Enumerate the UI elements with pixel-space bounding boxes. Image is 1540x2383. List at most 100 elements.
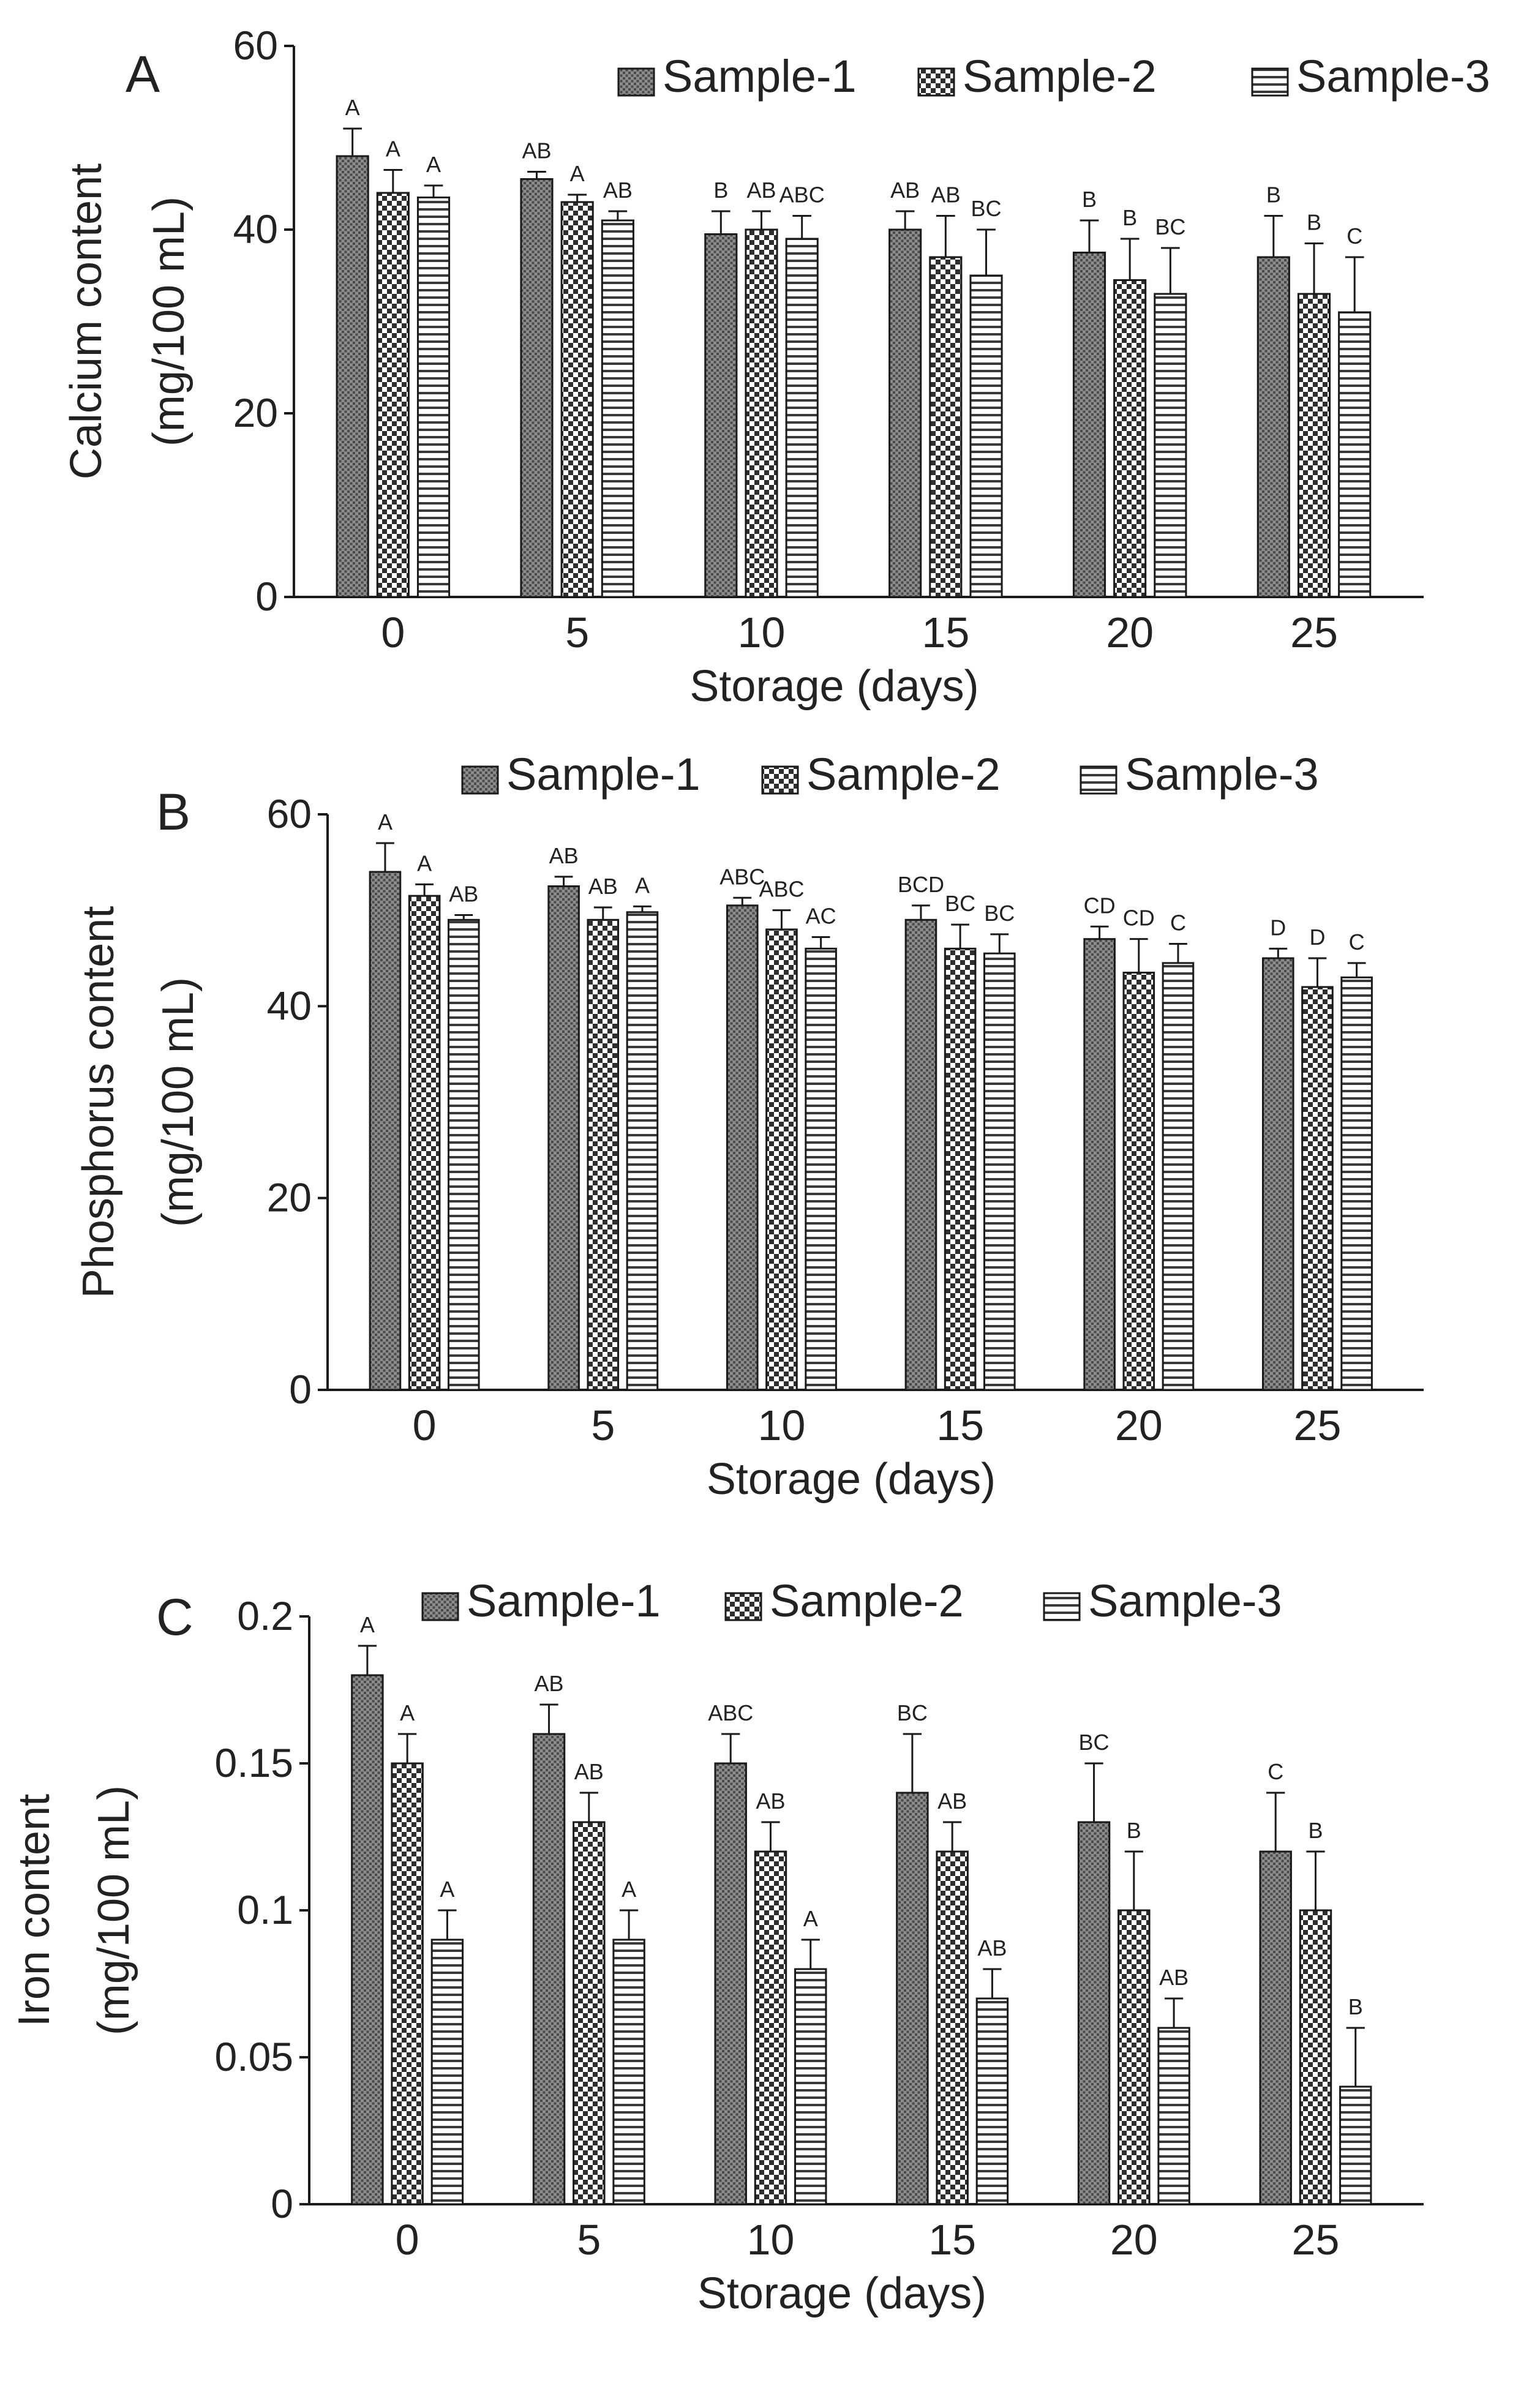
significance-label: AB [746, 178, 776, 203]
significance-label: C [1349, 929, 1365, 955]
significance-label: B [1307, 210, 1321, 235]
y-tick-label: 60 [267, 791, 312, 836]
significance-label: AB [588, 874, 618, 899]
bar-sample-3-day-20 [1162, 962, 1195, 1391]
bar-sample-3-day-10 [794, 1968, 827, 2205]
x-tick-label: 25 [1292, 2216, 1340, 2264]
bar-sample-2-day-25 [1299, 1909, 1332, 2205]
bar-sample-3-day-10 [785, 238, 819, 598]
bar-sample-2-day-10 [754, 1850, 787, 2205]
bar-sample-3-day-25 [1339, 2085, 1372, 2205]
significance-label: AB [603, 178, 633, 203]
significance-label: ABC [708, 1700, 753, 1725]
bar-sample-1-day-15 [888, 228, 922, 598]
legend-label: Sample-3 [1125, 749, 1319, 800]
x-tick-label: 20 [1106, 609, 1154, 656]
bar-sample-1-day-10 [726, 904, 759, 1391]
x-tick-label: 15 [922, 609, 969, 656]
significance-label: ABC [719, 864, 765, 889]
x-tick-label: 20 [1115, 1402, 1163, 1449]
y-tick-label: 40 [233, 206, 278, 252]
x-tick-label: 10 [758, 1402, 806, 1449]
y-tick-label: 0 [255, 574, 278, 619]
bar-sample-1-day-25 [1262, 957, 1294, 1391]
bar-sample-1-day-15 [896, 1792, 929, 2205]
x-tick-label: 15 [928, 2216, 976, 2264]
bar-sample-1-day-20 [1072, 252, 1106, 598]
significance-label: B [1082, 187, 1097, 212]
significance-label: AB [977, 1935, 1007, 1961]
y-tick-label: 40 [267, 983, 312, 1028]
bar-sample-2-day-15 [929, 256, 963, 598]
x-tick-label: 5 [565, 609, 589, 656]
significance-label: AB [574, 1759, 604, 1784]
significance-label: B [1122, 205, 1137, 230]
x-tick-label: 10 [747, 2216, 795, 2264]
significance-label: AB [756, 1788, 785, 1814]
bar-sample-2-day-20 [1113, 279, 1147, 598]
bar-sample-2-day-15 [944, 947, 977, 1391]
significance-label: B [713, 178, 728, 203]
y-axis-label-line1: Phosphorus content [74, 906, 123, 1298]
x-tick-label: 5 [591, 1402, 615, 1449]
panel-letter: A [126, 45, 160, 103]
panel-letter: B [156, 783, 190, 841]
y-axis-label-line2: (mg/100 mL) [89, 1785, 138, 2035]
y-tick-label: 0 [271, 2181, 293, 2226]
legend-label: Sample-2 [770, 1575, 964, 1626]
bar-sample-2-day-10 [745, 228, 778, 598]
bar-sample-2-day-20 [1117, 1909, 1151, 2205]
bar-sample-2-day-0 [391, 1762, 424, 2205]
y-axis-label-line1: Iron content [10, 1794, 59, 2027]
significance-label: A [345, 95, 360, 120]
bar-sample-3-day-15 [975, 1997, 1009, 2205]
y-tick-label: 0.2 [237, 1593, 293, 1638]
significance-label: D [1309, 925, 1325, 950]
significance-label: BC [971, 196, 1002, 221]
x-tick-label: 10 [738, 609, 786, 656]
bar-sample-2-day-0 [376, 192, 410, 598]
bar-sample-1-day-0 [369, 871, 402, 1391]
x-tick-label: 0 [413, 1402, 437, 1449]
significance-label: D [1270, 915, 1286, 940]
bar-sample-3-day-10 [805, 947, 837, 1391]
bar-sample-3-day-25 [1338, 311, 1372, 598]
bar-sample-1-day-0 [336, 155, 369, 598]
bar-sample-2-day-25 [1301, 986, 1334, 1391]
y-tick-label: 20 [267, 1175, 312, 1220]
legend-swatch [461, 765, 499, 795]
significance-label: BC [1079, 1730, 1110, 1755]
y-axis-label-line1: Calcium content [62, 163, 111, 479]
significance-label: B [1266, 182, 1281, 208]
panel-letter: C [156, 1588, 193, 1646]
bar-sample-1-day-10 [704, 233, 738, 598]
legend-swatch [617, 67, 655, 97]
significance-label: A [378, 809, 393, 835]
bar-sample-2-day-15 [936, 1850, 969, 2205]
bar-sample-2-day-5 [573, 1821, 606, 2205]
legend-label: Sample-1 [467, 1575, 661, 1626]
bar-sample-3-day-20 [1157, 2027, 1190, 2205]
bar-sample-2-day-10 [765, 928, 798, 1391]
significance-label: AB [549, 843, 579, 868]
legend-swatch [421, 1592, 459, 1621]
legend-swatch [1251, 67, 1289, 97]
y-tick-label: 0 [289, 1367, 312, 1412]
x-tick-label: 0 [381, 609, 405, 656]
legend-label: Sample-1 [663, 51, 857, 102]
significance-label: A [360, 1612, 375, 1637]
legend-swatch [917, 67, 955, 97]
bar-sample-3-day-0 [416, 197, 451, 598]
bar-sample-3-day-20 [1154, 293, 1187, 598]
bar-sample-1-day-10 [714, 1762, 747, 2205]
x-axis-label: Storage (days) [697, 2269, 986, 2318]
legend-swatch [1080, 765, 1117, 795]
x-tick-label: 15 [936, 1402, 984, 1449]
legend-label: Sample-1 [506, 749, 701, 800]
y-axis-label-line2: (mg/100 mL) [145, 197, 193, 446]
bar-sample-1-day-5 [547, 885, 580, 1391]
bar-sample-1-day-25 [1256, 256, 1290, 598]
x-tick-label: 0 [396, 2216, 419, 2264]
